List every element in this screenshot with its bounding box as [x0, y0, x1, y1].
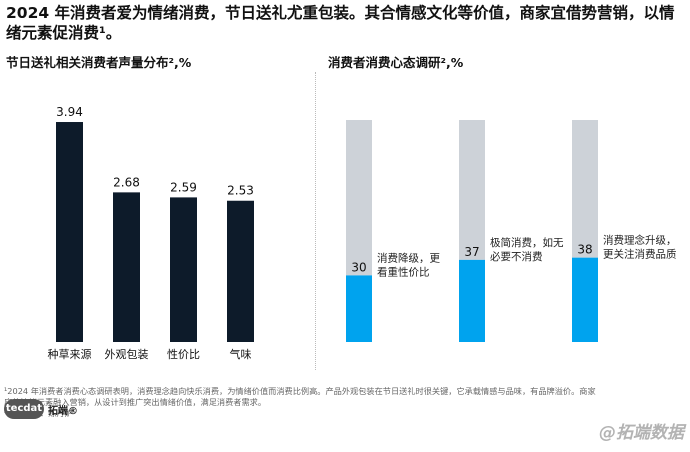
- annotation-1-line-1: 必要不消费: [490, 250, 543, 263]
- bar-value-label-2: 38: [577, 243, 592, 257]
- watermark: @拓端数据: [599, 423, 684, 443]
- bar-2: [170, 197, 197, 342]
- annotation-2-line-1: 更关注消费品质: [603, 248, 677, 261]
- bar-value-label-2: 2.59: [170, 180, 197, 194]
- footnote-1: ¹2024 年消费者消费心态调研表明，消费理念趋向快乐消费，为情绪价值而消费比例…: [4, 386, 596, 396]
- category-label-1: 外观包装: [105, 348, 149, 361]
- annotation-2-line-0: 消费理念升级，: [603, 234, 677, 247]
- category-label-2: 性价比: [167, 347, 200, 361]
- bar-0: [56, 122, 83, 343]
- logo-text: 拓端®: [48, 405, 78, 417]
- logo-mark: tecdat: [4, 399, 44, 419]
- bar-3: [227, 200, 254, 342]
- bar-value-label-0: 30: [351, 260, 366, 274]
- annotation-0-line-1: 看重性价比: [377, 265, 430, 278]
- bar-value-label-1: 2.68: [113, 175, 140, 189]
- bar-value-label-3: 2.53: [227, 184, 254, 198]
- annotation-1-line-0: 极简消费，如无: [490, 236, 564, 249]
- footnote-1-cont: 应将情绪元素融入营销，从设计到推广突出情绪价值，满足消费者需求。: [4, 397, 267, 407]
- bar-value-1: [459, 259, 485, 342]
- bar-1: [113, 192, 140, 342]
- footnote-2: ²数据来源：炼丹炉: [4, 408, 684, 419]
- tecdat-logo: tecdat 拓端®: [4, 398, 78, 420]
- category-label-3: 气味: [230, 347, 252, 361]
- panel-divider: [315, 72, 316, 370]
- headline: 2024 年消费者爱为情绪消费，节日送礼尤重包装。其合情感文化等价值，商家宜借势…: [6, 4, 675, 42]
- bar-remainder-1: [459, 120, 485, 260]
- footnotes: ¹2024 年消费者消费心态调研表明，消费理念趋向快乐消费，为情绪价值而消费比例…: [4, 386, 684, 419]
- category-label-0: 种草来源: [48, 347, 92, 361]
- bar-value-0: [346, 275, 372, 342]
- right-chart-title: 消费者消费心态调研²,%: [328, 55, 464, 70]
- bar-remainder-0: [346, 120, 372, 276]
- bar-value-2: [572, 257, 598, 342]
- annotation-0-line-0: 消费降级，更: [377, 251, 440, 264]
- bar-remainder-2: [572, 120, 598, 258]
- bar-value-label-1: 37: [464, 245, 479, 259]
- left-chart-title: 节日送礼相关消费者声量分布²,%: [6, 55, 192, 70]
- bar-value-label-0: 3.94: [56, 105, 83, 119]
